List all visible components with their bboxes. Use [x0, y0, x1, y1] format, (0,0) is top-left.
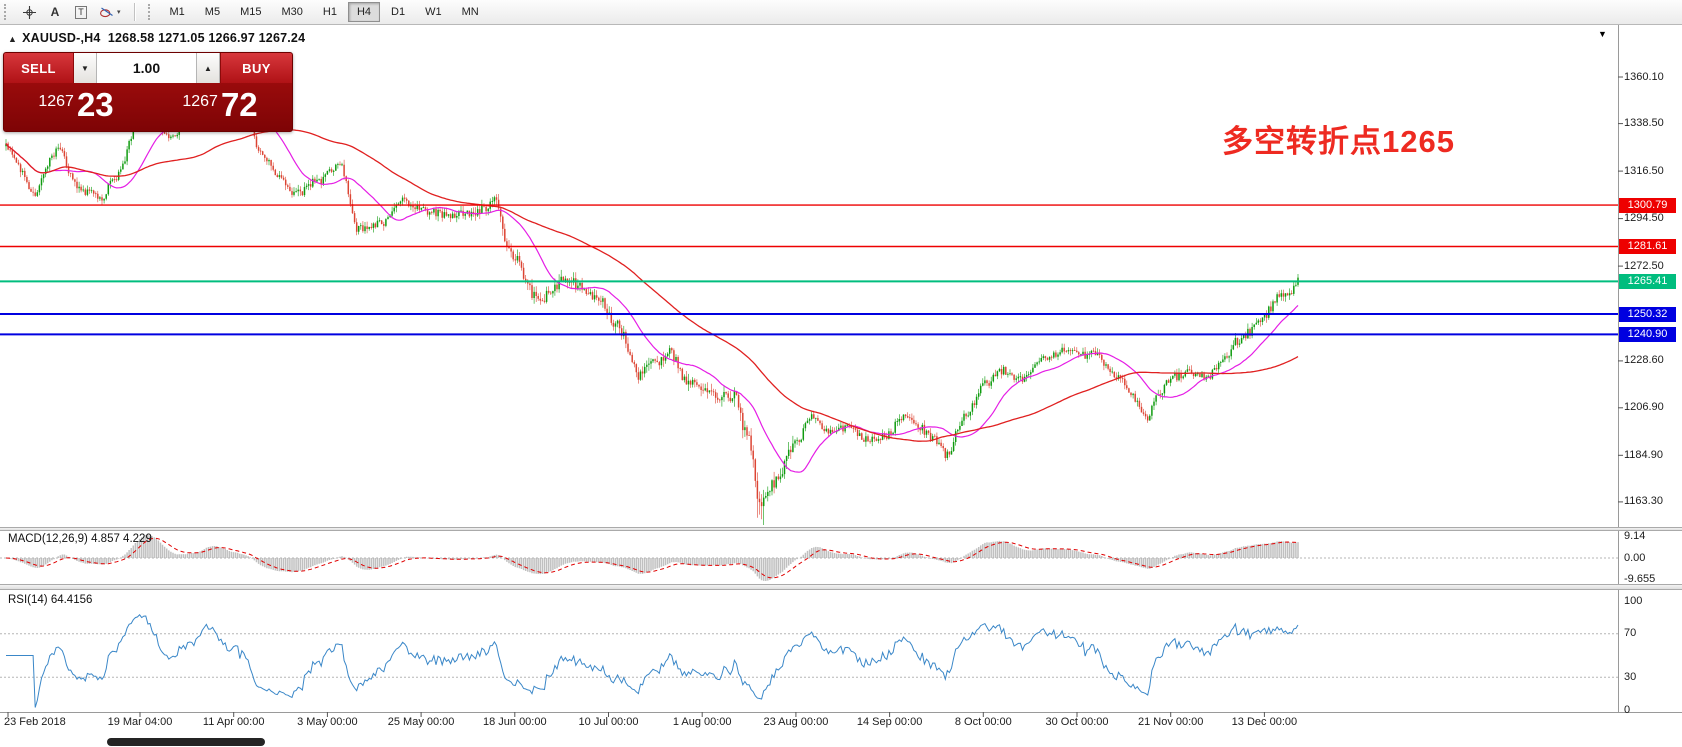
time-axis-label: 10 Jul 00:00 [578, 716, 639, 728]
sell-price-pips: 23 [76, 86, 114, 123]
time-axis-label: 19 Mar 04:00 [107, 716, 173, 728]
price-axis-label: 1294.50 [1624, 212, 1664, 225]
time-axis-label: 21 Nov 00:00 [1137, 716, 1204, 728]
price-axis-label: 1228.60 [1624, 354, 1664, 367]
price-line-badge-1265.41: 1265.41 [1619, 273, 1676, 289]
toolbar-grip[interactable] [4, 4, 10, 20]
price-axis-label: 1338.50 [1624, 117, 1664, 130]
volume-decrease-button[interactable]: ▼ [74, 53, 97, 83]
timeframes-toolbar-grip[interactable] [147, 4, 154, 20]
panel-separator-rsi[interactable] [0, 584, 1682, 590]
ohlc-values: 1268.58 1271.05 1266.97 1267.24 [107, 31, 306, 45]
rsi-axis-label: 70 [1624, 627, 1637, 640]
timeframes-toolbar: M1 M5 M15 M30 H1 H4 D1 W1 MN [160, 2, 489, 22]
buy-price-display[interactable]: 1267 72 [148, 83, 292, 131]
time-axis-label: 18 Jun 00:00 [482, 716, 547, 728]
timeframe-m30-button[interactable]: M30 [272, 2, 311, 22]
trade-panel-prices: 1267 23 1267 72 [4, 83, 292, 131]
shapes-tool-button[interactable]: ▾ [95, 2, 125, 23]
rsi-axis-label: 0 [1624, 703, 1631, 716]
trade-panel-controls: SELL ▼ ▲ BUY [4, 53, 292, 83]
scrollbar-thumb[interactable] [107, 738, 265, 746]
sell-price-main: 1267 [38, 93, 74, 110]
textbox-tool-glyph: T [75, 5, 87, 19]
macd-axis-label: 9.14 [1624, 529, 1646, 542]
toolbar: A T ▾ M1 M5 M15 M30 H1 H4 D1 W1 MN [0, 0, 1682, 25]
buy-button[interactable]: BUY [220, 53, 292, 83]
price-axis-label: 1272.50 [1624, 259, 1664, 272]
crosshair-glyph [22, 5, 36, 19]
shapes-glyph [100, 7, 113, 18]
time-axis-label: 25 May 00:00 [387, 716, 455, 728]
text-box-tool-button[interactable]: T [69, 2, 93, 23]
timeframe-h1-button[interactable]: H1 [314, 2, 346, 22]
time-axis-label: 11 Apr 00:00 [202, 716, 265, 728]
text-annotation-tool-button[interactable]: A [43, 2, 67, 23]
macd-signal-line [5, 537, 1299, 579]
rsi-label: RSI(14) 64.4156 [8, 594, 93, 606]
sell-button[interactable]: SELL [4, 53, 74, 83]
sell-price-display[interactable]: 1267 23 [4, 83, 148, 131]
price-line-badge-1281.61: 1281.61 [1619, 238, 1676, 254]
time-axis-label: 14 Sep 00:00 [856, 716, 923, 728]
timeframe-d1-button[interactable]: D1 [382, 2, 414, 22]
time-axis-label: 23 Aug 00:00 [763, 716, 829, 728]
timeframe-h4-button[interactable]: H4 [347, 2, 381, 22]
price-line-badge-1250.32: 1250.32 [1619, 306, 1676, 322]
ma-fast-line[interactable] [5, 100, 1299, 473]
line-studies-toolbar: A T ▾ [16, 2, 126, 23]
ma-slow-line[interactable] [5, 128, 1299, 442]
price-line-badge-1300.79: 1300.79 [1619, 197, 1676, 213]
volume-increase-button[interactable]: ▲ [197, 53, 220, 83]
chart-shift-marker-icon: ▼ [1598, 29, 1607, 39]
timeframe-m1-button[interactable]: M1 [161, 2, 194, 22]
price-axis-label: 1163.30 [1624, 495, 1663, 508]
buy-price-pips: 72 [220, 86, 258, 123]
time-axis-label: 3 May 00:00 [297, 716, 358, 728]
macd-axis-label: 0.00 [1624, 551, 1646, 564]
price-axis-label: 1360.10 [1624, 70, 1664, 83]
rsi-line [6, 614, 1299, 708]
one-click-panel-toggle-icon[interactable]: ▲ [8, 34, 18, 44]
chart-annotation-text[interactable]: 多空转折点1265 [1222, 124, 1455, 159]
time-axis-label: 30 Oct 00:00 [1045, 716, 1109, 728]
candles-down-bodies [7, 91, 1293, 507]
crosshair-tool-button[interactable] [17, 2, 41, 23]
time-axis-label: 8 Oct 00:00 [954, 716, 1012, 728]
timeframe-m5-button[interactable]: M5 [196, 2, 229, 22]
text-tool-glyph: A [50, 5, 60, 19]
price-line-badge-1240.90: 1240.90 [1619, 326, 1676, 342]
symbol-period-label: XAUUSD-,H4 [22, 31, 101, 45]
rsi-axis-label: 30 [1624, 670, 1637, 683]
candles-up-bodies [5, 91, 1299, 507]
timeframe-mn-button[interactable]: MN [453, 2, 488, 22]
time-axis-label: 1 Aug 00:00 [672, 716, 732, 728]
symbol-info: ▲ XAUUSD-,H4 1268.58 1271.05 1266.97 1267… [8, 31, 305, 45]
price-axis-label: 1206.90 [1624, 401, 1664, 414]
panel-separator-macd[interactable] [0, 527, 1682, 531]
volume-input[interactable] [97, 53, 197, 83]
toolbar-separator [133, 3, 136, 21]
price-axis-label: 1316.50 [1624, 164, 1664, 177]
time-axis-label: 23 Feb 2018 [4, 716, 66, 728]
rsi-axis-label: 100 [1624, 594, 1643, 607]
timeframe-w1-button[interactable]: W1 [416, 2, 451, 22]
timeframe-m15-button[interactable]: M15 [231, 2, 270, 22]
time-axis-label: 13 Dec 00:00 [1231, 716, 1298, 728]
dropdown-arrow-icon: ▾ [117, 9, 121, 16]
macd-axis-label: -9.655 [1624, 572, 1656, 585]
price-axis-label: 1184.90 [1624, 448, 1663, 461]
candles-down-wicks [7, 87, 1292, 520]
buy-price-main: 1267 [182, 93, 218, 110]
macd-label: MACD(12,26,9) 4.857 4.229 [8, 533, 152, 545]
